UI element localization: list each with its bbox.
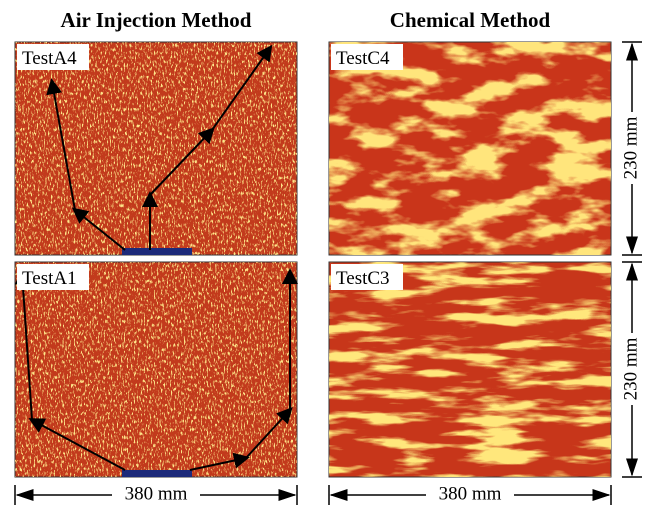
- panel: [15, 42, 297, 255]
- panel-label: TestC4: [331, 44, 403, 70]
- width-dimension: 380 mm: [15, 483, 297, 506]
- panel: [15, 262, 297, 477]
- dimension-label: 380 mm: [125, 483, 188, 504]
- panel-label: TestA1: [17, 264, 89, 290]
- page: {"columns": ["Air Injection Method", "Ch…: [0, 0, 653, 508]
- panel-label: TestA4: [17, 44, 89, 70]
- panel: [329, 42, 611, 255]
- panel-label: TestC3: [331, 264, 403, 290]
- width-dimension: 380 mm: [329, 483, 611, 506]
- panel-label-text: TestC3: [336, 268, 390, 289]
- height-dimension: 230 mm: [620, 262, 644, 477]
- height-dimension: 230 mm: [620, 42, 644, 255]
- panel-label-text: TestA4: [22, 48, 77, 69]
- panel-label-text: TestC4: [336, 48, 390, 69]
- panel-label-text: TestA1: [22, 268, 77, 289]
- column-title: Chemical Method: [390, 8, 551, 32]
- injector: [122, 470, 192, 477]
- dimension-label: 380 mm: [439, 483, 502, 504]
- dimension-label: 230 mm: [620, 116, 641, 179]
- figure: Air Injection Method Chemical Method Tes…: [0, 0, 653, 508]
- injector: [122, 248, 192, 255]
- column-title: Air Injection Method: [61, 8, 252, 32]
- dimension-label: 230 mm: [620, 337, 641, 400]
- panel: [329, 262, 611, 477]
